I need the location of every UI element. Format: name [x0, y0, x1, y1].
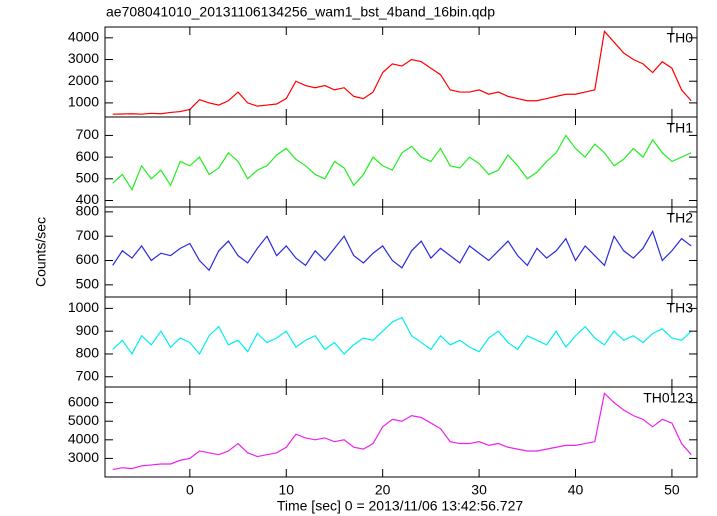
panel-label: TH3 [667, 300, 694, 316]
y-tick-label: 2000 [68, 72, 99, 88]
x-tick-label: 40 [568, 482, 584, 498]
y-tick-label: 500 [76, 170, 100, 186]
y-tick-label: 700 [76, 126, 100, 142]
y-tick-label: 700 [76, 367, 100, 383]
panel-frame [104, 206, 698, 298]
y-tick-label: 600 [76, 148, 100, 164]
panel-label: TH0 [667, 30, 694, 46]
y-tick-label: 700 [76, 227, 100, 243]
x-axis-label: Time [sec] 0 = 2013/11/06 13:42:56.727 [277, 498, 524, 514]
y-tick-label: 900 [76, 322, 100, 338]
chart-title: ae708041010_20131106134256_wam1_bst_4ban… [106, 4, 495, 20]
y-tick-label: 6000 [68, 393, 99, 409]
panel-label: TH0123 [643, 390, 693, 406]
y-tick-label: 600 [76, 251, 100, 267]
y-tick-label: 4000 [68, 431, 99, 447]
panel-frame [104, 26, 698, 118]
y-tick-label: 1000 [68, 94, 99, 110]
y-tick-label: 800 [76, 345, 100, 361]
panel-label: TH1 [667, 120, 694, 136]
series-line [112, 134, 692, 191]
x-tick-label: 20 [375, 482, 391, 498]
panel-frame [104, 386, 698, 478]
series-line [112, 29, 692, 115]
panel-frame [104, 296, 698, 388]
y-tick-label: 400 [76, 191, 100, 207]
series-line [112, 392, 692, 471]
y-tick-label: 4000 [68, 29, 99, 45]
y-tick-label: 500 [76, 276, 100, 292]
y-tick-label: 800 [76, 203, 100, 219]
x-tick-label: 10 [278, 482, 294, 498]
series-line [112, 229, 692, 272]
y-tick-label: 3000 [68, 50, 99, 66]
y-axis-label: Counts/sec [33, 217, 49, 287]
panel-label: TH2 [667, 210, 694, 226]
y-tick-label: 1000 [68, 299, 99, 315]
x-tick-label: 0 [186, 482, 194, 498]
series-line [112, 316, 692, 356]
x-tick-label: 30 [471, 482, 487, 498]
y-tick-label: 5000 [68, 412, 99, 428]
x-tick-label: 50 [664, 482, 680, 498]
y-tick-label: 3000 [68, 449, 99, 465]
